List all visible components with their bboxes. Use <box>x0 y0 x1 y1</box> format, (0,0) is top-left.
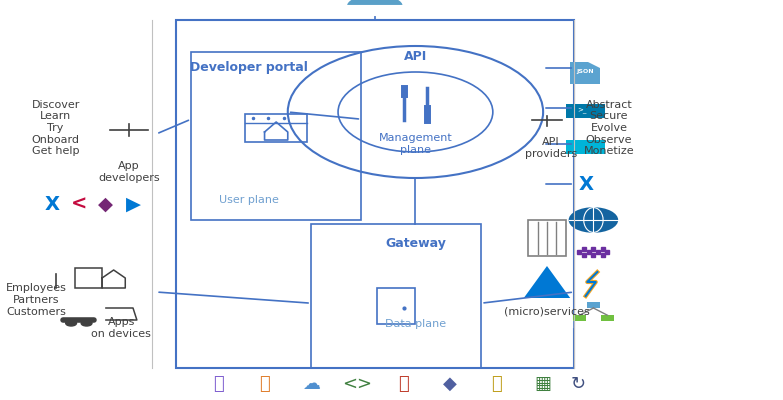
Text: Gateway: Gateway <box>385 238 446 250</box>
Text: JSON: JSON <box>576 70 594 74</box>
Text: >_: >_ <box>577 107 586 113</box>
Text: Data plane: Data plane <box>385 319 446 329</box>
Text: App
developers: App developers <box>99 161 160 183</box>
Circle shape <box>568 207 619 233</box>
Text: Developer portal: Developer portal <box>190 62 308 74</box>
FancyBboxPatch shape <box>601 315 614 321</box>
Text: 💡: 💡 <box>213 375 223 393</box>
Text: ◆: ◆ <box>443 375 457 393</box>
Text: 🧱: 🧱 <box>399 375 410 393</box>
Text: ◆: ◆ <box>99 194 114 214</box>
Text: ▦: ▦ <box>535 375 551 393</box>
Circle shape <box>371 0 402 14</box>
Text: ⏱: ⏱ <box>259 375 270 393</box>
Text: X: X <box>578 174 594 194</box>
Text: <>: <> <box>342 375 373 393</box>
FancyBboxPatch shape <box>566 104 605 118</box>
Polygon shape <box>588 62 600 68</box>
Text: X: X <box>45 194 60 214</box>
Circle shape <box>358 0 392 10</box>
Text: ☁: ☁ <box>302 375 320 393</box>
Circle shape <box>348 0 379 14</box>
Text: ↻: ↻ <box>570 375 586 393</box>
FancyBboxPatch shape <box>573 315 586 321</box>
Text: Abstract
Secure
Evolve
Observe
Monetize: Abstract Secure Evolve Observe Monetize <box>583 100 634 156</box>
Circle shape <box>66 320 77 326</box>
FancyBboxPatch shape <box>587 302 600 308</box>
Text: API
providers: API providers <box>525 137 577 159</box>
Text: User plane: User plane <box>219 195 279 205</box>
Text: <: < <box>70 194 87 214</box>
Polygon shape <box>524 266 570 298</box>
Text: ▶: ▶ <box>125 194 140 214</box>
Text: (micro)services: (micro)services <box>504 307 590 317</box>
Text: 🔑: 🔑 <box>491 375 502 393</box>
Text: Discover
Learn
Try
Onboard
Get help: Discover Learn Try Onboard Get help <box>31 100 80 156</box>
FancyBboxPatch shape <box>566 140 605 154</box>
Text: Management
plane: Management plane <box>378 133 453 155</box>
Text: API: API <box>404 50 427 62</box>
Text: Apps
on devices: Apps on devices <box>92 317 151 339</box>
Text: Employees
Partners
Customers: Employees Partners Customers <box>5 283 67 317</box>
Circle shape <box>81 320 92 326</box>
FancyBboxPatch shape <box>570 62 600 84</box>
